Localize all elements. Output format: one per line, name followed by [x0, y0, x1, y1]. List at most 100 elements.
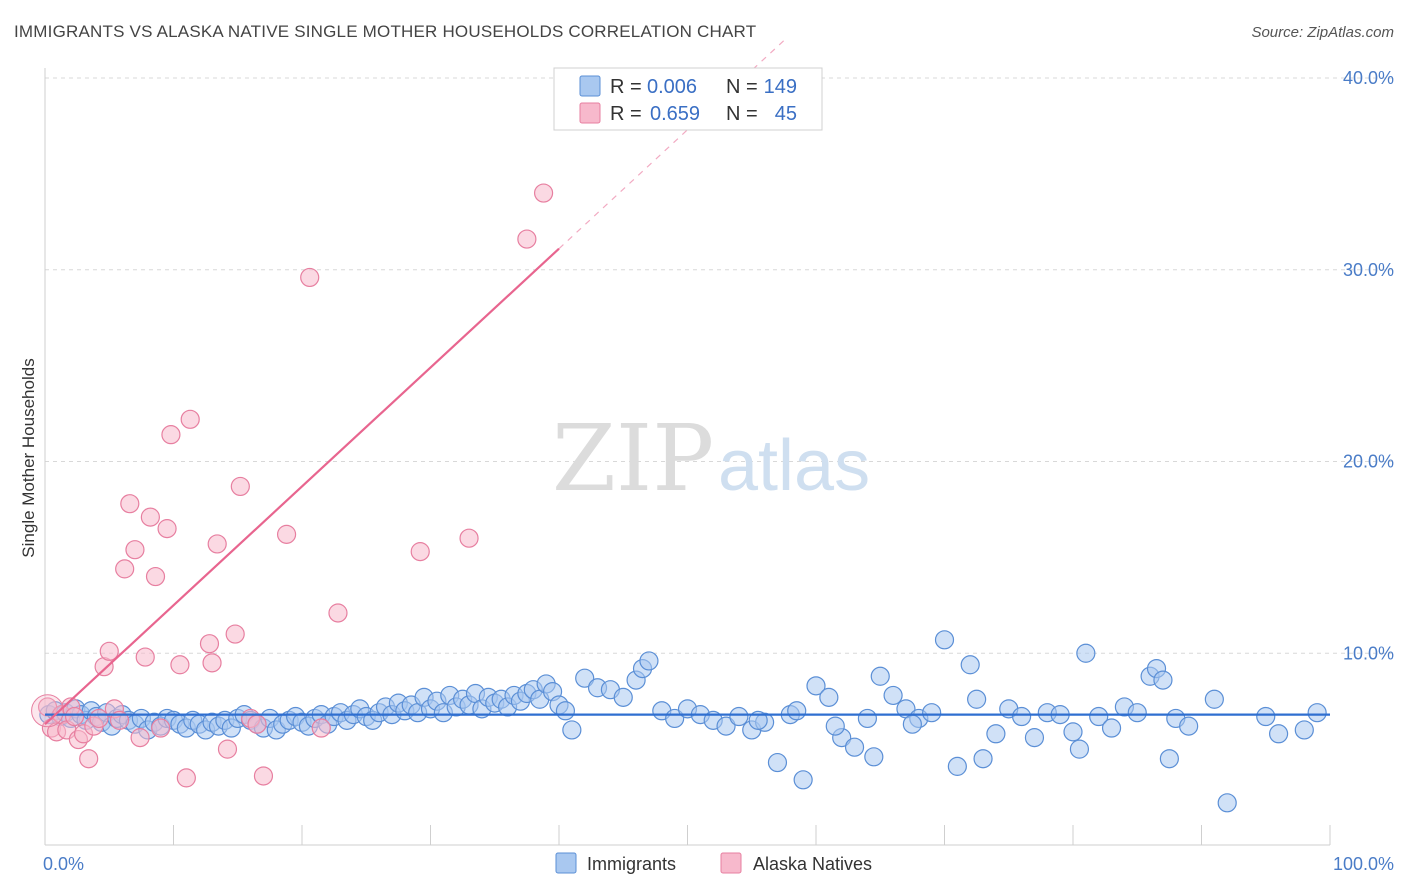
- alaska-natives-point: [157, 519, 177, 539]
- legend-n-value-natives: 45: [775, 103, 797, 125]
- immigrants-point: [967, 689, 987, 709]
- immigrants-point: [787, 701, 807, 721]
- alaska-natives-point: [410, 542, 430, 562]
- immigrants-point: [960, 655, 980, 675]
- alaska-natives-point: [311, 718, 331, 738]
- immigrants-point: [1159, 749, 1179, 769]
- alaska-natives-point: [151, 718, 171, 738]
- alaska-natives-point: [130, 728, 150, 748]
- alaska-natives-point: [120, 494, 140, 514]
- alaska-natives-point: [170, 655, 190, 675]
- series-legend: Immigrants Alaska Natives: [555, 852, 872, 874]
- immigrants-point: [973, 749, 993, 769]
- alaska-natives-point: [79, 749, 99, 769]
- alaska-natives-point: [99, 641, 119, 661]
- alaska-natives-point: [202, 653, 222, 673]
- legend-r-value-immigrants: 0.006: [647, 76, 697, 98]
- alaska-natives-point: [109, 710, 130, 730]
- legend-swatch-immigrants: [579, 75, 601, 97]
- immigrants-point: [1024, 728, 1045, 748]
- immigrants-point: [575, 668, 595, 688]
- alaska-natives-point: [135, 647, 155, 667]
- bottom-legend-label-natives: Alaska Natives: [753, 854, 872, 874]
- immigrants-point: [613, 687, 633, 707]
- immigrants-point: [1069, 739, 1090, 759]
- legend-swatch-natives: [579, 102, 601, 124]
- correlation-legend: R = 0.006 N = 149 R = 0.659 N = 45: [553, 67, 823, 131]
- immigrants-point: [562, 720, 582, 740]
- immigrants-point: [555, 701, 576, 721]
- immigrants-point: [1268, 724, 1289, 744]
- trend-lines: [44, 39, 1330, 726]
- alaska-natives-point-cluster: [31, 694, 65, 728]
- immigrants-point: [806, 676, 826, 696]
- immigrants-point: [1011, 706, 1032, 727]
- alaska-natives-point: [517, 229, 537, 249]
- immigrants-point: [934, 630, 955, 650]
- alaska-natives-point: [176, 768, 196, 788]
- alaska-natives-trend-line: [44, 247, 560, 726]
- immigrants-point: [1256, 706, 1276, 727]
- immigrants-point: [1294, 720, 1314, 740]
- alaska-natives-point: [140, 507, 160, 527]
- immigrants-point: [1101, 718, 1122, 738]
- alaska-natives-point: [145, 566, 166, 587]
- y-tick-label: 30.0%: [1343, 260, 1394, 280]
- immigrants-point: [748, 710, 768, 730]
- alaska-natives-point: [276, 524, 297, 544]
- series-alaska-natives: [31, 183, 554, 788]
- immigrants-point: [1089, 706, 1109, 727]
- immigrants-point: [1127, 703, 1147, 723]
- immigrants-point: [1204, 689, 1224, 709]
- alaska-natives-point: [180, 409, 200, 429]
- x-tick-label-min: 0.0%: [43, 854, 84, 874]
- immigrants-point: [844, 737, 865, 757]
- alaska-natives-point: [225, 624, 245, 644]
- alaska-natives-point: [89, 708, 109, 729]
- immigrants-point: [716, 716, 736, 736]
- immigrants-point: [1307, 703, 1327, 723]
- y-tick-label: 40.0%: [1343, 68, 1394, 88]
- bottom-legend-label-immigrants: Immigrants: [587, 854, 676, 874]
- immigrants-point: [1217, 793, 1237, 813]
- immigrants-point: [767, 752, 788, 773]
- y-tick-label: 10.0%: [1343, 643, 1394, 663]
- grid: [44, 77, 1392, 845]
- immigrants-point: [857, 708, 878, 729]
- immigrants-point: [870, 666, 890, 686]
- immigrants-point: [1153, 670, 1173, 690]
- immigrants-point: [1063, 722, 1083, 742]
- immigrants-point: [1076, 643, 1096, 663]
- immigrants-point: [793, 770, 813, 790]
- alaska-natives-point: [161, 425, 181, 445]
- immigrants-point: [1179, 716, 1199, 736]
- alaska-natives-point: [125, 540, 145, 560]
- immigrants-point: [864, 747, 884, 767]
- legend-n-label-immigrants: N =: [726, 76, 758, 98]
- legend-n-value-immigrants: 149: [764, 76, 797, 98]
- alaska-natives-point: [328, 603, 348, 623]
- legend-n-label-natives: N =: [726, 103, 758, 125]
- immigrants-point: [947, 756, 967, 776]
- bottom-legend-swatch-natives: [720, 852, 742, 874]
- alaska-natives-point: [459, 528, 479, 548]
- immigrants-point: [902, 714, 922, 734]
- alaska-natives-point: [253, 766, 274, 786]
- legend-r-label-immigrants: R =: [610, 76, 642, 98]
- alaska-natives-point: [199, 634, 220, 654]
- alaska-natives-point: [247, 714, 267, 734]
- alaska-natives-point: [230, 476, 250, 497]
- immigrants-point: [922, 703, 942, 723]
- y-axis-label: Single Mother Households: [19, 358, 38, 557]
- immigrants-point: [825, 716, 845, 736]
- y-tick-labels: 10.0% 20.0% 30.0% 40.0%: [1343, 68, 1394, 663]
- chart-title: IMMIGRANTS VS ALASKA NATIVE SINGLE MOTHE…: [14, 22, 757, 41]
- chart-source: Source: ZipAtlas.com: [1251, 24, 1394, 41]
- immigrants-point: [729, 706, 749, 727]
- immigrants-point: [639, 651, 659, 671]
- legend-r-value-natives: 0.659: [650, 103, 700, 125]
- immigrants-point: [986, 724, 1006, 744]
- alaska-natives-point: [115, 559, 135, 579]
- watermark-atlas: atlas: [718, 426, 870, 506]
